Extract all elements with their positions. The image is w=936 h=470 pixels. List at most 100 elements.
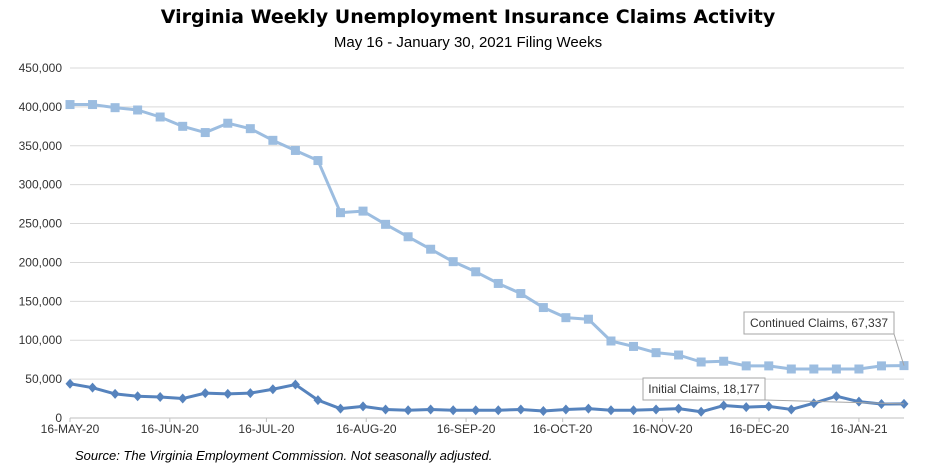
y-tick-label: 50,000 — [25, 372, 62, 386]
data-point — [764, 401, 774, 412]
data-point — [674, 350, 684, 360]
x-tick-label: 16-NOV-20 — [632, 422, 692, 436]
data-point — [155, 112, 165, 122]
chart-subtitle: May 16 - January 30, 2021 Filing Weeks — [333, 34, 603, 51]
callout-box — [642, 377, 766, 401]
data-point — [155, 392, 165, 402]
data-point — [493, 405, 503, 416]
data-point — [854, 364, 864, 374]
data-point — [538, 303, 548, 313]
data-point — [448, 405, 458, 416]
data-point — [335, 208, 345, 218]
data-point — [223, 118, 233, 128]
data-point — [358, 401, 368, 412]
y-tick-label: 200,000 — [19, 255, 63, 269]
y-tick-label: 150,000 — [19, 294, 63, 308]
data-point — [786, 404, 796, 415]
series-continued-claims — [65, 100, 909, 374]
data-point — [290, 379, 300, 390]
data-point — [110, 388, 120, 399]
series-initial-claims — [65, 378, 909, 417]
callout-label: Initial Claims, 18,177 — [648, 382, 760, 396]
data-point — [381, 219, 391, 229]
data-point — [471, 267, 481, 277]
data-point — [200, 128, 210, 138]
data-point — [426, 244, 436, 254]
callout-label: Continued Claims, 67,337 — [750, 316, 888, 330]
data-point — [448, 257, 458, 267]
data-point — [583, 403, 593, 414]
x-tick-label: 16-JAN-21 — [830, 422, 888, 436]
data-point — [88, 382, 98, 393]
data-point — [786, 364, 796, 374]
chart-title: Virginia Weekly Unemployment Insurance C… — [160, 6, 776, 28]
data-point — [65, 100, 75, 110]
data-point — [403, 232, 413, 242]
data-point — [651, 404, 661, 415]
data-point — [741, 402, 751, 413]
data-point — [561, 313, 571, 323]
data-point — [245, 388, 255, 399]
data-point — [471, 405, 481, 416]
data-point — [583, 314, 593, 324]
data-point — [719, 400, 729, 411]
data-point — [516, 404, 526, 415]
data-point — [403, 405, 413, 416]
callout-leader-line — [764, 399, 905, 405]
axes: 0 50,000 100,000 150,000 200,000 250,000 300,0… — [19, 61, 904, 436]
y-tick-label: 300,000 — [19, 178, 63, 192]
data-point — [88, 100, 98, 110]
data-point — [313, 395, 323, 406]
data-point — [381, 404, 391, 415]
y-tick-label: 0 — [55, 411, 62, 425]
x-tick-label: 16-MAY-20 — [41, 422, 100, 436]
data-point — [290, 145, 300, 155]
x-tick-label: 16-SEP-20 — [437, 422, 496, 436]
x-tick-label: 16-DEC-20 — [729, 422, 789, 436]
data-point — [606, 405, 616, 416]
data-point — [764, 361, 774, 371]
callout-box — [743, 311, 895, 335]
data-point — [133, 391, 143, 402]
data-point — [268, 384, 278, 395]
data-point — [629, 341, 639, 351]
callout-leader-line — [893, 333, 905, 366]
y-tick-label: 450,000 — [19, 61, 63, 75]
callout-initial-claims: Initial Claims, 18,177 — [642, 377, 905, 405]
y-tick-label: 250,000 — [19, 217, 63, 231]
data-point — [809, 364, 819, 374]
x-tick-label: 16-JUL-20 — [238, 422, 294, 436]
data-point — [606, 336, 616, 346]
data-point — [809, 398, 819, 409]
data-point — [493, 278, 503, 288]
series-line-initial-claims — [69, 382, 905, 414]
data-point — [719, 356, 729, 366]
data-point — [696, 357, 706, 367]
data-point — [516, 289, 526, 299]
series-layer — [65, 100, 909, 417]
callout-continued-claims: Continued Claims, 67,337 — [743, 311, 905, 366]
data-point — [561, 404, 571, 415]
data-point — [65, 378, 75, 389]
data-point — [200, 388, 210, 399]
x-tick-label: 16-JUN-20 — [141, 422, 199, 436]
data-point — [651, 348, 661, 358]
chart-source: Source: The Virginia Employment Commissi… — [75, 448, 493, 463]
data-point — [178, 121, 188, 131]
callouts: Continued Claims, 67,337 Initial Claims, … — [642, 311, 905, 405]
data-point — [223, 388, 233, 399]
x-tick-label: 16-AUG-20 — [336, 422, 397, 436]
data-point — [268, 135, 278, 145]
data-point — [876, 361, 886, 371]
data-point — [696, 406, 706, 417]
data-point — [110, 103, 120, 113]
data-point — [741, 361, 751, 371]
data-point — [538, 406, 548, 416]
data-point — [313, 156, 323, 166]
data-point — [245, 124, 255, 134]
data-point — [426, 404, 436, 415]
y-tick-label: 100,000 — [19, 333, 63, 347]
data-point — [629, 405, 639, 416]
data-point — [876, 399, 886, 409]
